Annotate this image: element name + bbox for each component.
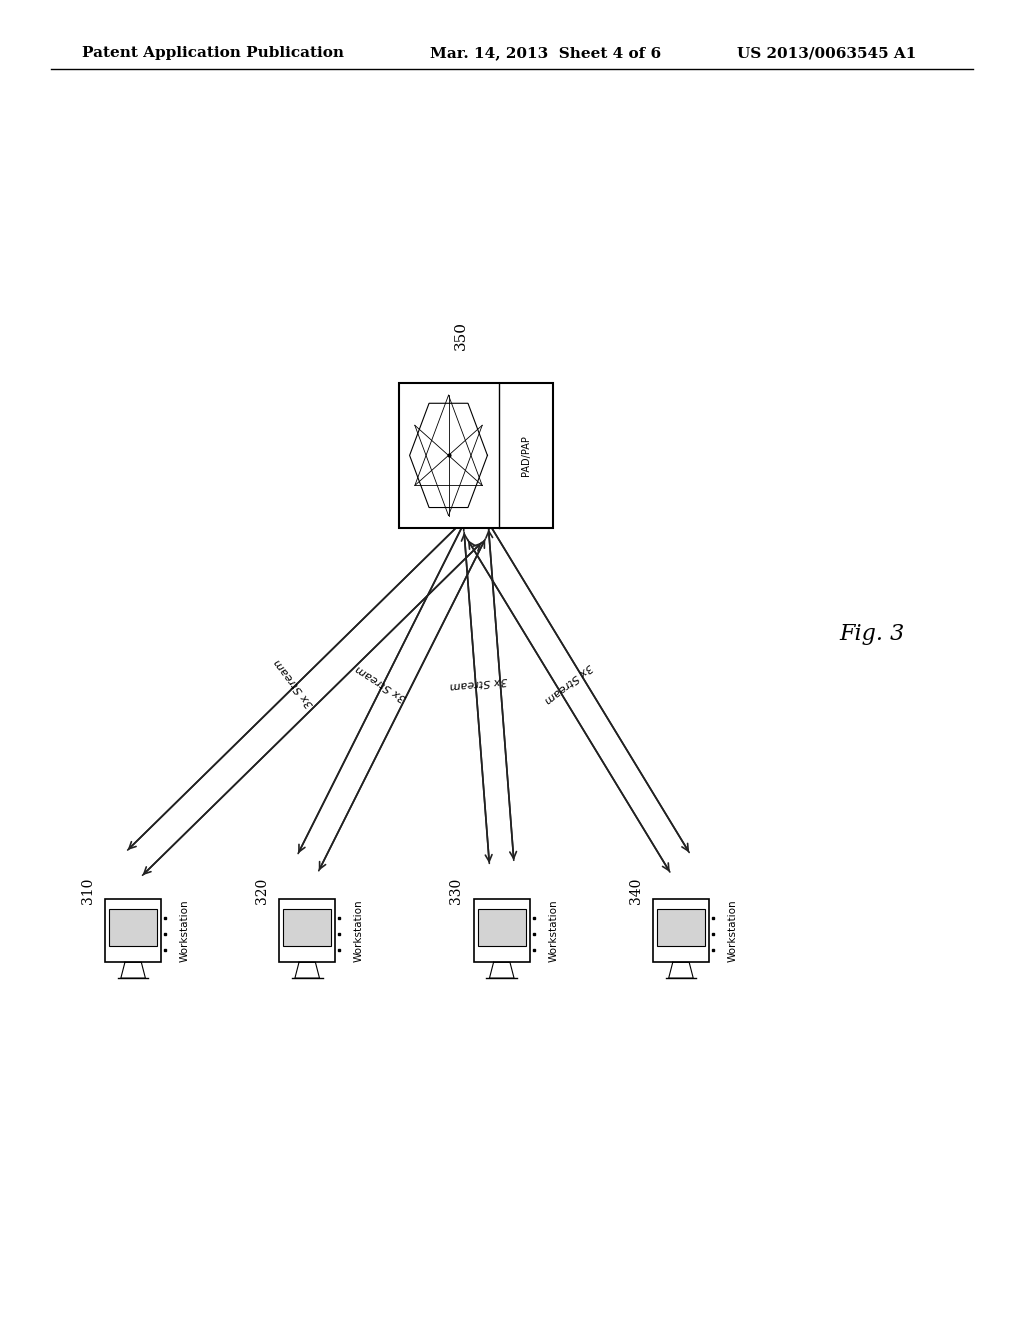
Text: Fig. 3: Fig. 3 — [840, 623, 905, 644]
Bar — [279, 899, 335, 962]
Text: 3x Stream: 3x Stream — [450, 676, 508, 690]
Text: US 2013/0063545 A1: US 2013/0063545 A1 — [737, 46, 916, 61]
Text: 3x Stream: 3x Stream — [272, 657, 316, 709]
Bar — [653, 899, 710, 962]
Text: PAD/PAP: PAD/PAP — [521, 436, 531, 475]
Text: 3x Stream: 3x Stream — [543, 661, 594, 705]
Bar — [657, 909, 706, 946]
Text: 320: 320 — [255, 878, 268, 904]
Text: 310: 310 — [81, 878, 95, 904]
Bar — [110, 909, 158, 946]
Bar — [477, 909, 526, 946]
Text: 330: 330 — [450, 878, 463, 904]
Text: Workstation: Workstation — [180, 899, 189, 962]
Bar — [105, 899, 162, 962]
Text: Mar. 14, 2013  Sheet 4 of 6: Mar. 14, 2013 Sheet 4 of 6 — [430, 46, 662, 61]
Bar — [399, 383, 553, 528]
Text: 3x Stream: 3x Stream — [354, 663, 409, 704]
Text: Workstation: Workstation — [549, 899, 558, 962]
Bar — [473, 899, 530, 962]
Text: Patent Application Publication: Patent Application Publication — [82, 46, 344, 61]
Text: 350: 350 — [454, 321, 468, 350]
Text: Workstation: Workstation — [727, 899, 737, 962]
Text: Workstation: Workstation — [354, 899, 364, 962]
Bar — [283, 909, 331, 946]
Text: 340: 340 — [629, 878, 643, 904]
